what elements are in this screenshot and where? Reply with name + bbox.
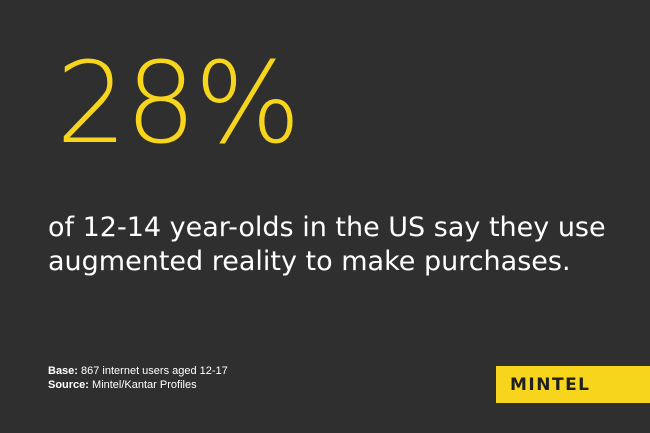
footnote: Base: 867 internet users aged 12-17 Sour…	[48, 364, 228, 392]
description-line-1: of 12-14 year-olds in the US say they us…	[48, 212, 606, 243]
source-note: Source: Mintel/Kantar Profiles	[48, 378, 228, 392]
description-line-2: augmented reality to make purchases.	[48, 246, 571, 277]
brand-logo: MINTEL	[510, 375, 591, 395]
brand-logo-box: MINTEL	[496, 366, 650, 403]
source-text: Mintel/Kantar Profiles	[88, 379, 197, 391]
base-note: Base: 867 internet users aged 12-17	[48, 364, 228, 378]
headline-statistic: 28%	[56, 39, 301, 169]
base-text: 867 internet users aged 12-17	[77, 365, 228, 377]
base-label: Base:	[48, 365, 78, 377]
statistic-description: of 12-14 year-olds in the US say they us…	[48, 211, 608, 279]
source-label: Source:	[48, 379, 89, 391]
